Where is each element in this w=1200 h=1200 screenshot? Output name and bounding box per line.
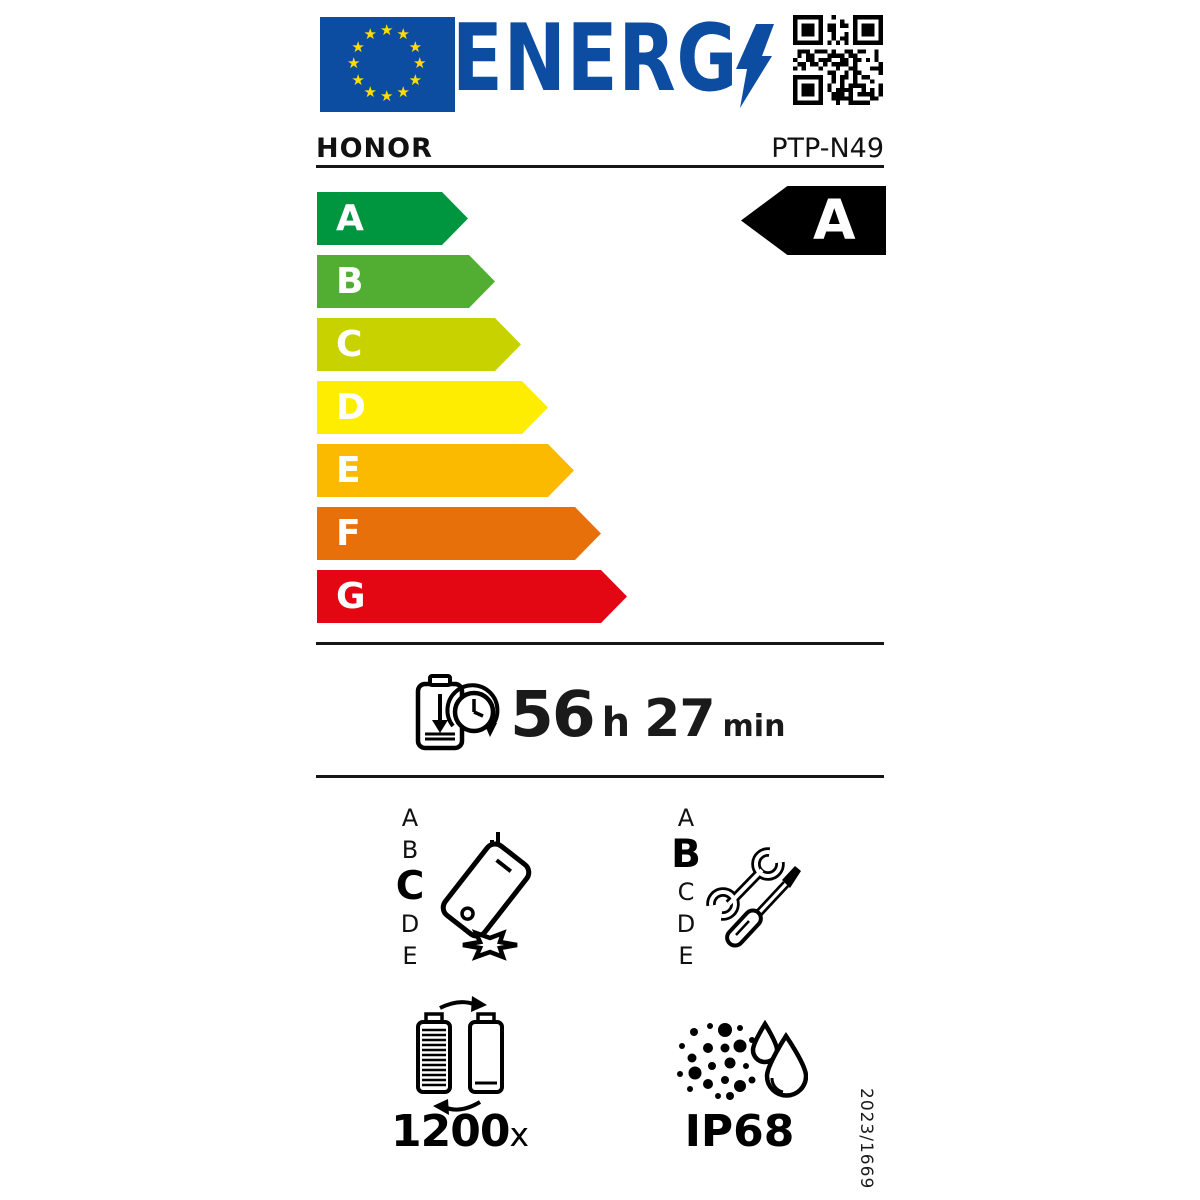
- battery-cycles-value: 1200x: [385, 1106, 535, 1157]
- model-number: PTP-N49: [771, 133, 884, 164]
- scale-letter-B-selected: B: [671, 832, 701, 877]
- qr-code: [793, 15, 883, 105]
- scale-letter-D: D: [676, 910, 696, 938]
- energy-rating-arrow: A: [741, 186, 886, 255]
- eu-star-icon: ★: [380, 21, 394, 39]
- brand-name: HONOR: [316, 133, 433, 164]
- eu-star-icon: ★: [396, 82, 410, 101]
- class-arrow-F: F: [317, 507, 601, 560]
- scale-letter-A: A: [401, 804, 419, 832]
- class-arrow-D: D: [317, 381, 548, 434]
- energy-rating-letter: A: [813, 188, 856, 252]
- class-arrow-E: E: [317, 444, 574, 497]
- eu-star-icon: ★: [396, 25, 410, 44]
- class-arrow-B: B: [317, 255, 495, 308]
- scale-letter-E: E: [678, 942, 694, 970]
- class-arrow-C: C: [317, 318, 521, 371]
- scale-letter-D: D: [400, 910, 420, 938]
- battery-cycles-number: 1200: [391, 1106, 510, 1157]
- battery-cycles-unit: x: [509, 1115, 529, 1154]
- battery-life-value: 56 h 27 min: [510, 678, 785, 751]
- eu-star-icon: ★: [408, 70, 423, 89]
- eu-flag-icon: ★ ★ ★ ★ ★ ★ ★ ★ ★ ★ ★ ★: [320, 17, 455, 112]
- scale-letter-C: C: [677, 878, 695, 906]
- divider-middle-2: [316, 775, 884, 778]
- scale-letter-C-selected: C: [395, 864, 425, 909]
- dust-water-icon: [677, 1019, 808, 1100]
- scale-letter-B: B: [401, 836, 419, 864]
- eu-star-icon: ★: [408, 37, 423, 56]
- eu-star-icon: ★: [347, 54, 361, 72]
- class-arrow-G: G: [317, 570, 627, 623]
- eu-star-icon: ★: [351, 70, 365, 89]
- eu-star-icon: ★: [380, 87, 394, 105]
- battery-cycle-icon: [416, 996, 504, 1115]
- lightning-bolt-icon: [736, 24, 774, 108]
- scale-letter-A: A: [677, 804, 695, 832]
- eu-star-icon: ★: [363, 82, 377, 101]
- regulation-number: 2023/1669: [856, 1088, 876, 1190]
- eu-star-icon: ★: [413, 54, 427, 72]
- eu-star-icon: ★: [363, 25, 377, 44]
- eu-star-icon: ★: [351, 37, 365, 56]
- battery-life-minutes-unit: min: [722, 709, 786, 744]
- battery-clock-icon: [415, 674, 500, 751]
- class-arrow-A: A: [317, 192, 468, 245]
- energy-logo-text: ENERG: [452, 4, 739, 112]
- battery-life-hours: 56: [510, 678, 596, 751]
- divider-top: [316, 165, 884, 168]
- brand-row: HONOR PTP-N49: [316, 133, 884, 164]
- divider-middle-1: [316, 642, 884, 645]
- battery-life-minutes: 27: [644, 689, 715, 749]
- ip-rating: IP68: [684, 1106, 795, 1157]
- falling-phone-icon: [440, 832, 532, 961]
- wrench-screwdriver-icon: [706, 847, 801, 948]
- scale-letter-E: E: [402, 942, 418, 970]
- battery-life-hours-unit: h: [601, 700, 631, 746]
